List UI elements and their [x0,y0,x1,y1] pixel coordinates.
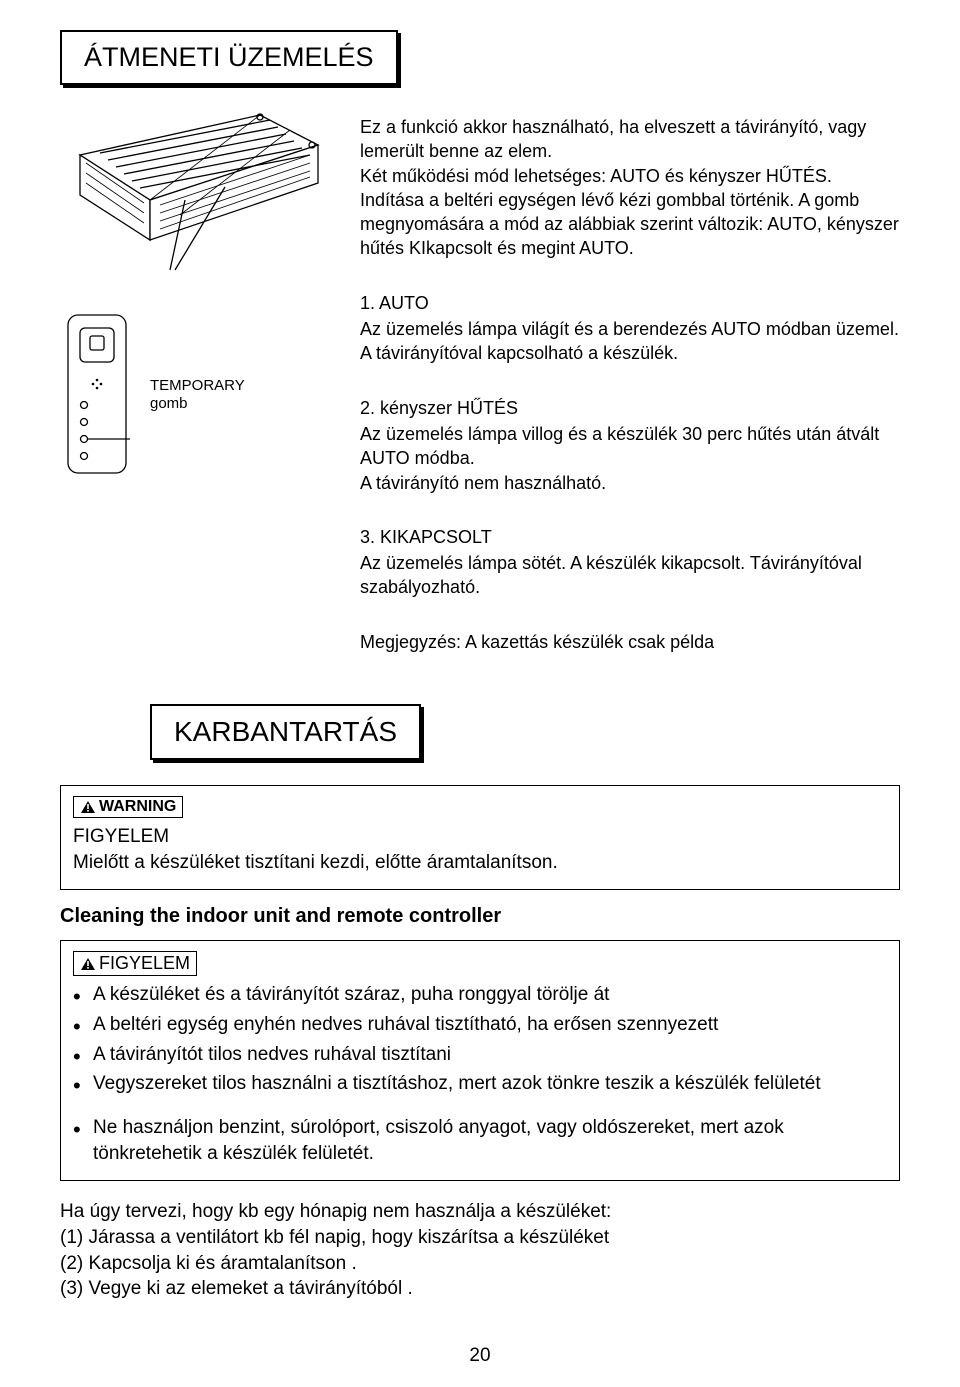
warn1-text: Mielőtt a készüléket tisztítani kezdi, e… [73,850,887,876]
list-item: A távirányítót tilos nedves ruhával tisz… [73,1042,887,1072]
bullet-list: A készüléket és a távirányítót száraz, p… [73,982,887,1166]
ac-unit-illustration [60,105,330,285]
warning-label-text: WARNING [99,798,176,816]
mode-off: 3. KIKAPCSOLT Az üzemelés lámpa sötét. A… [360,525,900,600]
mode1-title: 1. AUTO [360,291,900,315]
monthly-plan-text: Ha úgy tervezi, hogy kb egy hónapig nem … [60,1199,900,1302]
note-text: Megjegyzés: A kazettás készülék csak pél… [360,630,900,654]
mode-cooling: 2. kényszer HŰTÉS Az üzemelés lámpa vill… [360,396,900,495]
text-column: Ez a funkció akkor használható, ha elves… [360,105,900,654]
page-number: 20 [0,1345,960,1367]
section-title-karbantartas: KARBANTARTÁS [150,704,421,760]
mode1-body: Az üzemelés lámpa világít és a berendezé… [360,317,900,366]
list-item: Ne használjon benzint, súrolóport, csisz… [73,1115,887,1166]
warning-pill: WARNING [73,796,183,818]
intro-paragraph: Ez a funkció akkor használható, ha elves… [360,115,900,261]
mode2-body: Az üzemelés lámpa villog és a készülék 3… [360,422,900,495]
warn1-heading: FIGYELEM [73,824,887,850]
plan-intro: Ha úgy tervezi, hogy kb egy hónapig nem … [60,1199,900,1225]
illustration-column: TEMPORARY gomb [60,105,330,654]
list-item: A készüléket és a távirányítót száraz, p… [73,982,887,1012]
cleaning-heading: Cleaning the indoor unit and remote cont… [60,905,900,928]
warning-box-2: FIGYELEM A készüléket és a távirányítót … [60,940,900,1181]
plan-step-1: (1) Járassa a ventilátort kb fél napig, … [60,1225,900,1251]
remote-illustration [60,310,135,480]
temporary-button-label: TEMPORARY gomb [150,377,245,413]
warning-triangle-icon [80,800,96,814]
mode2-title: 2. kényszer HŰTÉS [360,396,900,420]
top-section: TEMPORARY gomb Ez a funkció akkor haszná… [60,105,900,654]
warning-box-1: WARNING FIGYELEM Mielőtt a készüléket ti… [60,785,900,890]
mode3-title: 3. KIKAPCSOLT [360,525,900,549]
list-item: Vegyszereket tilos használni a tisztítás… [73,1071,887,1101]
section-title-atmeneti: ÁTMENETI ÜZEMELÉS [60,30,398,85]
mode3-body: Az üzemelés lámpa sötét. A készülék kika… [360,551,900,600]
list-item: A beltéri egység enyhén nedves ruhával t… [73,1012,887,1042]
warning-triangle-icon [80,957,96,971]
plan-step-3: (3) Vegye ki az elemeket a távirányítóbó… [60,1276,900,1302]
mode-auto: 1. AUTO Az üzemelés lámpa világít és a b… [360,291,900,366]
plan-step-2: (2) Kapcsolja ki és áramtalanítson . [60,1251,900,1277]
remote-row: TEMPORARY gomb [60,310,330,480]
figyelem-label-text: FIGYELEM [99,953,190,974]
figyelem-pill: FIGYELEM [73,951,197,976]
